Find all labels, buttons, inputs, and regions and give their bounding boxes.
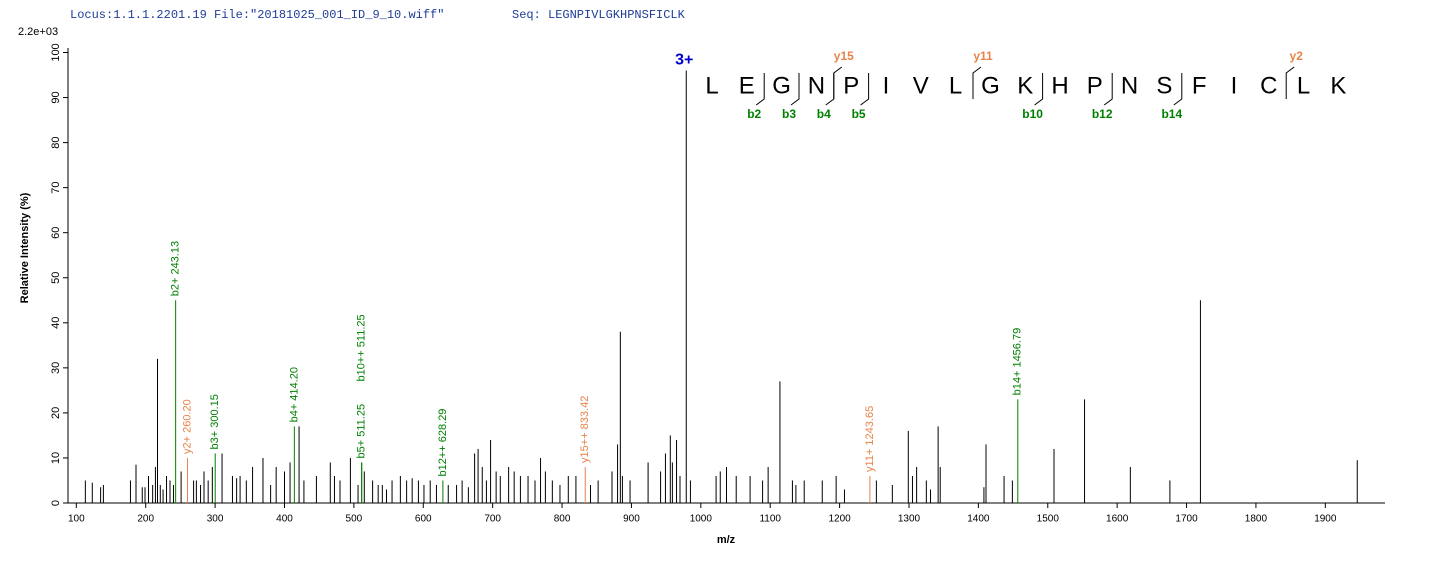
- peak-label: b5+ 511.25: [356, 404, 368, 459]
- x-tick-label: 1700: [1175, 514, 1198, 525]
- sequence-letter: N: [1121, 72, 1138, 99]
- sequence-title: Seq: LEGNPIVLGKHPNSFICLK: [512, 8, 686, 22]
- x-tick-label: 1100: [759, 514, 781, 525]
- peak-label: b14+ 1456.79: [1012, 328, 1024, 396]
- peak-label: b10++ 511.25: [356, 314, 368, 381]
- sequence-letter: V: [913, 72, 929, 99]
- sequence-letter: S: [1156, 72, 1172, 99]
- b-ion-marker: [790, 73, 800, 106]
- y-tick-label: 100: [50, 43, 62, 61]
- x-tick-label: 800: [554, 514, 571, 525]
- y-tick-label: 20: [50, 407, 62, 419]
- peak-label: b4+ 414.20: [288, 367, 300, 422]
- b-ion-marker: [755, 73, 765, 106]
- sequence-letter: G: [981, 72, 1000, 99]
- y-tick-label: 90: [50, 91, 62, 103]
- sequence-letter: H: [1051, 72, 1068, 99]
- x-tick-label: 200: [137, 514, 154, 525]
- x-tick-label: 900: [623, 514, 640, 525]
- x-tick-label: 400: [276, 514, 293, 525]
- x-tick-label: 700: [484, 514, 501, 525]
- b-ion-marker: [1034, 73, 1044, 106]
- b-ion-marker: [825, 73, 835, 106]
- y-tick-label: 30: [50, 362, 62, 374]
- x-tick-label: 1400: [967, 514, 990, 525]
- x-tick-label: 1200: [828, 514, 851, 525]
- sequence-letter: P: [843, 72, 859, 99]
- sequence-letter: I: [883, 72, 890, 99]
- sequence-letter: G: [772, 72, 791, 99]
- sequence-letter: P: [1087, 72, 1103, 99]
- peak-label: b3+ 300.15: [209, 394, 221, 449]
- x-tick-label: 600: [415, 514, 432, 525]
- x-axis-label: m/z: [717, 534, 736, 546]
- sequence-letter: L: [949, 72, 962, 99]
- sequence-letter: C: [1260, 72, 1277, 99]
- y-tick-label: 0: [50, 500, 62, 506]
- sequence-letter: I: [1231, 72, 1238, 99]
- scale-label: 2.2e+03: [18, 26, 58, 38]
- x-tick-label: 1900: [1314, 514, 1337, 525]
- x-tick-label: 1300: [898, 514, 921, 525]
- x-tick-label: 500: [346, 514, 363, 525]
- peak-label: y2+ 260.20: [181, 399, 193, 454]
- peak-label: b12++ 628.29: [437, 409, 449, 477]
- x-tick-label: 100: [68, 514, 85, 525]
- y-tick-label: 50: [50, 272, 62, 284]
- y-tick-label: 10: [50, 452, 62, 464]
- precursor-label: 3+: [675, 52, 693, 69]
- peak-label: y15++ 833.42: [579, 396, 591, 463]
- y-ion-marker: [972, 66, 982, 99]
- b-ion-marker: [1173, 73, 1183, 106]
- b-ion-label: b2: [747, 107, 761, 121]
- y-tick-label: 40: [50, 317, 62, 329]
- y-axis-label: Relative Intensity (%): [19, 192, 31, 303]
- b-ion-label: b5: [852, 107, 866, 121]
- x-tick-label: 300: [207, 514, 224, 525]
- peak-label: b2+ 243.13: [170, 241, 182, 296]
- sequence-letter: N: [808, 72, 825, 99]
- y-ion-marker: [1285, 66, 1295, 99]
- y-tick-label: 60: [50, 227, 62, 239]
- x-tick-label: 1600: [1106, 514, 1129, 525]
- y-ion-label: y2: [1290, 49, 1304, 63]
- y-tick-label: 80: [50, 136, 62, 148]
- b-ion-label: b10: [1022, 107, 1043, 121]
- x-tick-label: 1500: [1037, 514, 1060, 525]
- sequence-letter: K: [1330, 72, 1346, 99]
- sequence-letter: F: [1192, 72, 1207, 99]
- x-tick-label: 1800: [1245, 514, 1268, 525]
- b-ion-marker: [860, 73, 870, 106]
- peak-label: y11+ 1243.65: [864, 406, 876, 472]
- sequence-letter: L: [705, 72, 718, 99]
- sequence-letter: K: [1017, 72, 1033, 99]
- b-ion-label: b14: [1161, 107, 1182, 121]
- y-ion-label: y11: [973, 49, 993, 63]
- locus-title: Locus:1.1.1.2201.19 File:"20181025_001_I…: [70, 8, 444, 22]
- b-ion-label: b4: [817, 107, 831, 121]
- y-tick-label: 70: [50, 182, 62, 194]
- b-ion-label: b3: [782, 107, 796, 121]
- sequence-letter: E: [739, 72, 755, 99]
- b-ion-label: b12: [1092, 107, 1113, 121]
- b-ion-marker: [1103, 73, 1113, 106]
- x-tick-label: 1000: [690, 514, 713, 525]
- y-ion-marker: [833, 66, 843, 99]
- sequence-letter: L: [1297, 72, 1310, 99]
- y-ion-label: y15: [834, 49, 854, 63]
